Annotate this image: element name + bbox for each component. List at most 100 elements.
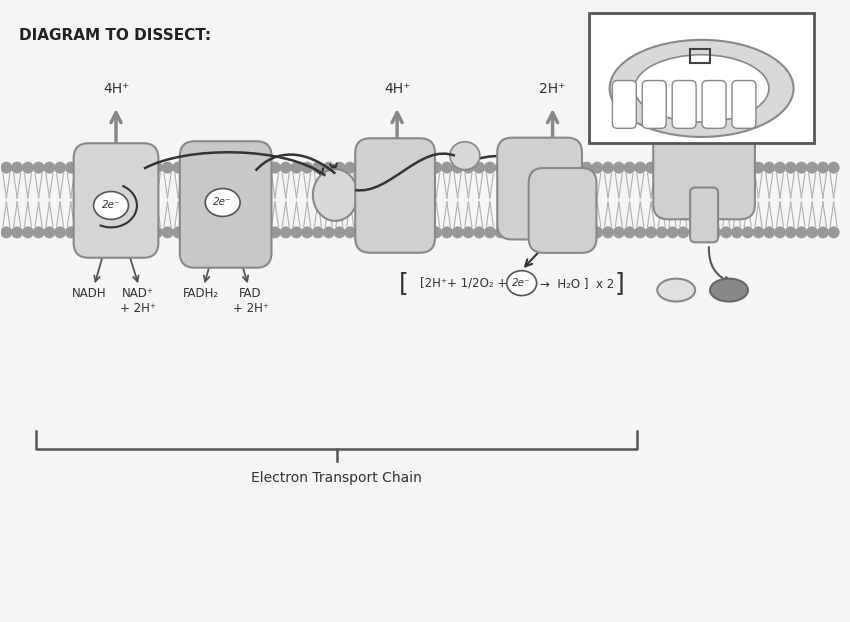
FancyBboxPatch shape [672, 80, 696, 128]
Circle shape [409, 226, 421, 238]
Text: [: [ [400, 271, 409, 295]
Text: [2H⁺+ 1/2O₂ +: [2H⁺+ 1/2O₂ + [420, 277, 507, 290]
Text: nH⁺: nH⁺ [691, 82, 717, 96]
Circle shape [194, 162, 206, 174]
Circle shape [828, 226, 840, 238]
Circle shape [312, 226, 324, 238]
Circle shape [355, 162, 367, 174]
Circle shape [0, 162, 13, 174]
FancyBboxPatch shape [180, 141, 271, 267]
Circle shape [377, 162, 388, 174]
Circle shape [451, 226, 463, 238]
Ellipse shape [657, 279, 695, 302]
Circle shape [65, 162, 76, 174]
Circle shape [54, 162, 66, 174]
Circle shape [150, 162, 162, 174]
Circle shape [796, 162, 807, 174]
Circle shape [162, 226, 173, 238]
Circle shape [194, 226, 206, 238]
Circle shape [666, 162, 678, 174]
Circle shape [119, 226, 131, 238]
Circle shape [688, 162, 700, 174]
Circle shape [752, 226, 764, 238]
Circle shape [527, 162, 539, 174]
Circle shape [516, 162, 528, 174]
Circle shape [419, 162, 431, 174]
Circle shape [624, 226, 636, 238]
Circle shape [602, 226, 614, 238]
Circle shape [720, 226, 732, 238]
FancyBboxPatch shape [355, 138, 435, 253]
Text: FADH₂: FADH₂ [183, 287, 218, 300]
Circle shape [226, 162, 238, 174]
Circle shape [419, 226, 431, 238]
Circle shape [87, 162, 99, 174]
Circle shape [323, 226, 335, 238]
Circle shape [205, 162, 217, 174]
Circle shape [699, 162, 711, 174]
Circle shape [451, 162, 463, 174]
FancyBboxPatch shape [732, 80, 756, 128]
Circle shape [495, 226, 507, 238]
FancyBboxPatch shape [589, 13, 813, 143]
Circle shape [731, 162, 743, 174]
FancyBboxPatch shape [529, 168, 597, 253]
Circle shape [140, 226, 152, 238]
Circle shape [97, 162, 109, 174]
Circle shape [398, 226, 410, 238]
Circle shape [388, 226, 400, 238]
Circle shape [581, 162, 592, 174]
Circle shape [366, 162, 377, 174]
Text: FAD
+ 2H⁺: FAD + 2H⁺ [233, 287, 269, 315]
Ellipse shape [634, 55, 769, 122]
Circle shape [613, 226, 625, 238]
Circle shape [247, 162, 259, 174]
Circle shape [366, 226, 377, 238]
Text: NADH: NADH [71, 287, 106, 300]
Circle shape [548, 226, 560, 238]
Circle shape [333, 162, 345, 174]
Circle shape [43, 226, 55, 238]
Circle shape [344, 162, 356, 174]
Circle shape [763, 226, 775, 238]
Circle shape [645, 162, 657, 174]
Circle shape [634, 226, 646, 238]
Circle shape [666, 226, 678, 238]
FancyBboxPatch shape [497, 137, 582, 239]
Text: DIAGRAM TO DISSECT:: DIAGRAM TO DISSECT: [20, 28, 212, 44]
Ellipse shape [94, 192, 128, 220]
Circle shape [226, 226, 238, 238]
Circle shape [119, 162, 131, 174]
Circle shape [634, 162, 646, 174]
Circle shape [258, 162, 270, 174]
Circle shape [570, 162, 581, 174]
Circle shape [613, 162, 625, 174]
Circle shape [258, 226, 270, 238]
FancyBboxPatch shape [690, 188, 718, 243]
Circle shape [76, 162, 88, 174]
Text: →  H₂O ]  x 2: → H₂O ] x 2 [540, 277, 614, 290]
Circle shape [237, 162, 249, 174]
Circle shape [11, 162, 23, 174]
Circle shape [828, 162, 840, 174]
Circle shape [710, 162, 722, 174]
Circle shape [22, 162, 34, 174]
Circle shape [441, 226, 453, 238]
Text: ]: ] [615, 271, 624, 295]
Circle shape [97, 226, 109, 238]
Circle shape [323, 162, 335, 174]
Circle shape [699, 226, 711, 238]
Circle shape [495, 162, 507, 174]
Circle shape [280, 162, 292, 174]
FancyBboxPatch shape [74, 143, 158, 258]
Ellipse shape [609, 40, 794, 137]
Circle shape [806, 226, 819, 238]
Circle shape [150, 226, 162, 238]
Circle shape [355, 226, 367, 238]
Circle shape [269, 162, 281, 174]
Circle shape [108, 226, 120, 238]
Circle shape [624, 162, 636, 174]
Circle shape [54, 226, 66, 238]
Circle shape [731, 226, 743, 238]
Circle shape [581, 226, 592, 238]
